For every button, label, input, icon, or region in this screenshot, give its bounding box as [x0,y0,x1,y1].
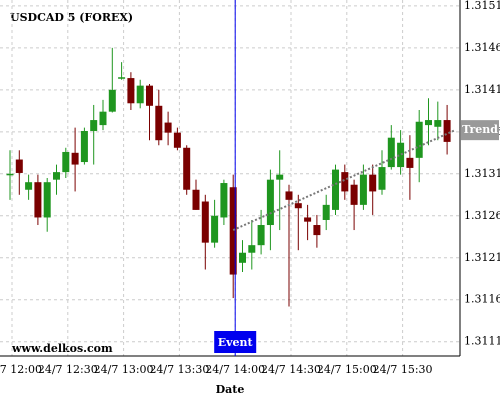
candle-body [99,111,107,126]
candle-body [155,105,163,141]
y-tick-label: 1.3141 [464,83,500,96]
chart-title: USDCAD 5 (FOREX) [10,11,133,24]
x-tick-label: 24/7 15:00 [317,363,377,376]
candle-body [15,159,23,173]
y-tick-label: 1.3131 [464,167,500,180]
candle-body [183,147,191,190]
trend-line [232,129,456,231]
candle-body [62,151,70,173]
candle-body [239,252,246,263]
candle-body [285,191,293,200]
y-tick-label: 1.3126 [464,209,500,222]
event-box [214,331,257,353]
candle-body [350,184,358,205]
candle-body [90,120,98,131]
candle-body [248,245,256,253]
candle-body [415,121,423,158]
candle-body [276,174,284,180]
candle-body [359,174,367,205]
candle-body [108,89,116,112]
x-tick-label: 24/7 14:00 [205,363,265,376]
candle-body [425,120,432,126]
candle-body [211,215,219,243]
candle-body [173,132,181,148]
candle-body [322,204,330,220]
y-tick-label: 1.3151 [464,0,500,12]
x-tick-label: 24/7 13:00 [94,363,154,376]
x-axis-title: Date [216,383,245,396]
x-tick-label: 24/7 12:00 [0,363,42,376]
candle-body [266,179,274,226]
x-tick-label: 24/7 12:30 [38,363,98,376]
x-tick-label: 24/7 14:30 [261,363,321,376]
trend-box [461,120,499,141]
candle-body [118,77,126,79]
candle-body [127,78,135,104]
candle-body [387,137,395,168]
candle-body [443,120,451,142]
candle-body [397,142,405,168]
x-tick-label: 24/7 13:30 [149,363,209,376]
candle-body [25,182,33,190]
y-tick-label: 1.3116 [464,293,500,306]
x-tick-label: 24/7 15:30 [373,363,433,376]
candle-body [6,173,14,176]
event-label: Event [218,336,254,349]
candle-body [53,172,60,180]
candle-body [201,201,209,243]
watermark: www.delkos.com [11,342,113,355]
candle-body [369,174,377,192]
candle-body [192,189,200,210]
y-tick-label: 1.3146 [464,41,500,54]
candle-body [406,157,414,168]
y-tick-label: 1.3121 [464,251,500,264]
candle-body [229,187,237,275]
candle-body [146,85,153,106]
candle-body [434,120,442,127]
trend-label: Trend [462,123,498,136]
candle-body [257,225,265,246]
y-tick-label: 1.3111 [464,335,500,348]
candle-body [71,152,79,165]
candle-body [136,85,144,104]
candle-body [304,217,312,222]
candle-body [313,225,321,236]
candle-body [80,130,88,163]
candle-body [378,167,386,190]
candle-body [43,182,51,218]
candle-body [294,203,302,209]
candle-body [332,169,339,210]
candle-body [220,183,228,218]
candle-body [164,122,172,133]
candle-body [341,172,349,192]
candle-body [34,182,42,218]
